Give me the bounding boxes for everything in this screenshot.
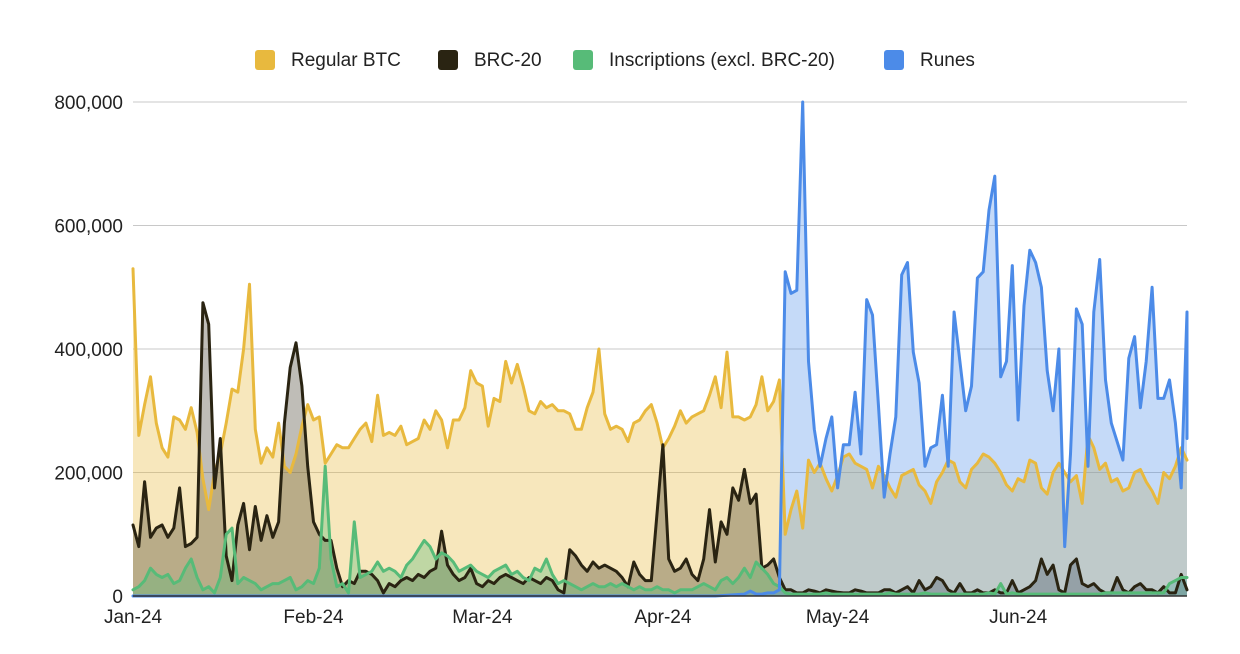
legend-item-regular-btc: Regular BTC <box>255 50 401 71</box>
y-tick-label: 600,000 <box>54 217 123 238</box>
legend-swatch-runes <box>884 50 904 70</box>
legend-label-runes: Runes <box>920 50 975 71</box>
legend-label-brc20: BRC-20 <box>474 50 542 71</box>
y-tick-label: 200,000 <box>54 464 123 485</box>
legend-item-runes: Runes <box>884 50 975 71</box>
legend-swatch-regular-btc <box>255 50 275 70</box>
line-runes <box>131 100 1189 598</box>
legend-item-inscriptions: Inscriptions (excl. BRC-20) <box>573 50 835 71</box>
x-tick-label: Jan-24 <box>104 607 163 628</box>
x-tick-label: Apr-24 <box>634 607 691 628</box>
x-tick-label: Mar-24 <box>452 607 513 628</box>
area-regular_btc <box>133 268 1187 596</box>
x-tick-label: Feb-24 <box>283 607 344 628</box>
legend-label-regular-btc: Regular BTC <box>291 50 401 71</box>
y-tick-label: 0 <box>112 587 123 608</box>
line-brc20 <box>131 301 1189 595</box>
legend-swatch-brc20 <box>438 50 458 70</box>
line-inscriptions <box>131 464 1189 596</box>
y-tick-label: 400,000 <box>54 340 123 361</box>
y-tick-label: 800,000 <box>54 93 123 114</box>
y-axis-tick-labels: 0 200,000 400,000 600,000 800,000 <box>54 93 123 608</box>
area-brc20 <box>133 302 1187 596</box>
legend: Regular BTC BRC-20 Inscriptions (excl. B… <box>255 50 975 71</box>
x-axis-tick-labels: Jan-24 Feb-24 Mar-24 Apr-24 May-24 Jun-24 <box>104 607 1048 628</box>
legend-label-inscriptions: Inscriptions (excl. BRC-20) <box>609 50 835 71</box>
legend-item-brc20: BRC-20 <box>438 50 542 71</box>
x-tick-label: May-24 <box>806 607 870 628</box>
legend-swatch-inscriptions <box>573 50 593 70</box>
line-regular_btc <box>131 267 1189 536</box>
area-runes <box>133 102 1187 596</box>
x-tick-label: Jun-24 <box>989 607 1048 628</box>
series-lines <box>131 100 1189 598</box>
